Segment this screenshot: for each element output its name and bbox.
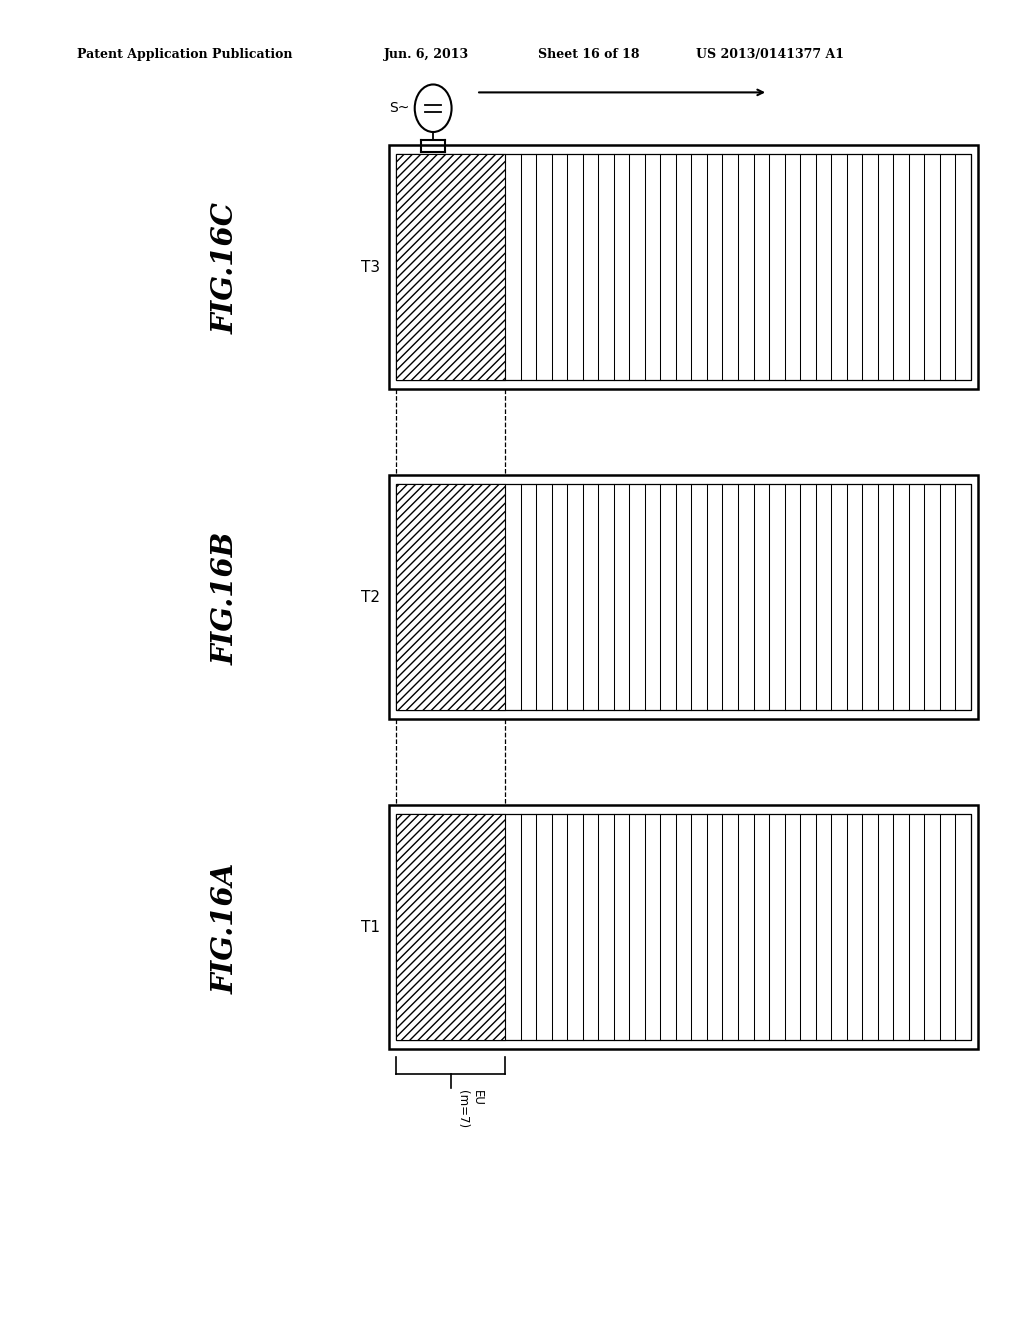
Text: EU
(m=7): EU (m=7) — [456, 1090, 484, 1129]
Text: US 2013/0141377 A1: US 2013/0141377 A1 — [696, 48, 845, 61]
Bar — [389, 145, 978, 389]
Bar — [389, 805, 978, 1049]
Bar — [396, 154, 505, 380]
Text: Sheet 16 of 18: Sheet 16 of 18 — [538, 48, 639, 61]
Text: T3: T3 — [361, 260, 380, 276]
Text: FIG.16B: FIG.16B — [211, 531, 240, 665]
Text: T1: T1 — [361, 920, 380, 936]
Text: Jun. 6, 2013: Jun. 6, 2013 — [384, 48, 469, 61]
Text: T2: T2 — [361, 590, 380, 606]
Text: FIG.16C: FIG.16C — [211, 202, 240, 334]
Bar — [389, 475, 978, 719]
Bar — [396, 814, 971, 1040]
Text: S~: S~ — [389, 102, 410, 115]
Text: Patent Application Publication: Patent Application Publication — [77, 48, 292, 61]
Bar — [396, 154, 971, 380]
Bar — [396, 484, 971, 710]
Bar — [396, 814, 505, 1040]
Circle shape — [415, 84, 452, 132]
Text: FIG.16A: FIG.16A — [211, 862, 240, 994]
Bar — [396, 484, 505, 710]
